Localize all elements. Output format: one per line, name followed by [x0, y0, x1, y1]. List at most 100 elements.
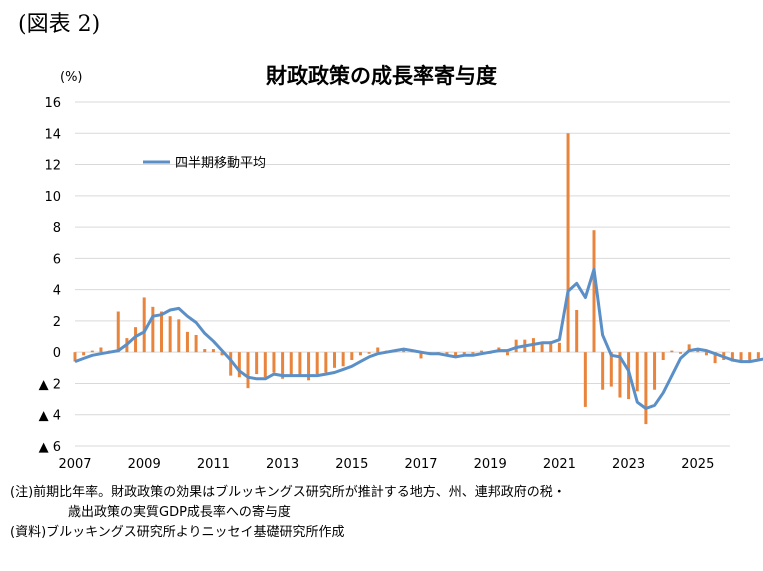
x-tick-label: 2017	[404, 457, 437, 472]
bar	[635, 352, 639, 392]
line-series	[74, 267, 763, 410]
x-tick-label: 2025	[681, 457, 714, 472]
chart-title: 財政政策の成長率寄与度	[266, 64, 497, 88]
bar	[168, 316, 172, 353]
bar	[376, 347, 380, 353]
bar	[350, 352, 354, 360]
bar	[358, 352, 362, 356]
bar	[324, 352, 328, 373]
bar	[653, 352, 657, 390]
y-axis-unit: (%)	[60, 70, 83, 85]
bar	[298, 352, 302, 376]
bar	[445, 352, 449, 356]
x-tick-label: 2021	[543, 457, 576, 472]
y-tick-labels: 16 14 12 10 8 6 4 2 0 ▲ 2 ▲ 4 ▲ 6	[39, 96, 61, 455]
bar	[341, 352, 345, 367]
bar	[99, 347, 103, 353]
bar	[454, 352, 458, 357]
x-tick-label: 2011	[197, 457, 230, 472]
bar	[272, 352, 276, 373]
legend-label: 四半期移動平均	[175, 156, 266, 171]
bar	[367, 352, 371, 354]
bar	[506, 352, 509, 356]
bar	[670, 350, 674, 353]
bar	[220, 352, 224, 356]
legend: 四半期移動平均	[143, 156, 266, 171]
bar	[419, 352, 423, 359]
bar	[704, 352, 708, 356]
bar	[713, 352, 717, 364]
bar	[237, 352, 241, 378]
bar	[73, 352, 77, 362]
y-tick-label: 14	[44, 127, 61, 142]
bar	[661, 352, 665, 360]
bar	[730, 352, 734, 362]
y-tick-label: 8	[53, 221, 61, 236]
bar	[583, 352, 587, 407]
grid-lines	[75, 101, 730, 447]
bar	[566, 133, 570, 353]
bar	[229, 352, 233, 376]
bar	[185, 331, 189, 353]
bar	[609, 352, 613, 387]
y-tick-label: ▲ 2	[39, 377, 61, 392]
bar	[142, 297, 146, 353]
bar	[255, 352, 259, 375]
bar	[514, 339, 518, 353]
y-tick-label: 12	[44, 159, 61, 174]
x-tick-label: 2009	[128, 457, 161, 472]
bar-series	[73, 133, 760, 425]
bar	[549, 341, 553, 353]
moving-average-line	[74, 267, 763, 410]
bar	[557, 342, 561, 353]
notes-block: (注)前期比年率。財政政策の効果はブルッキングス研究所が推計する地方、州、連邦政…	[10, 483, 566, 543]
bar	[575, 309, 579, 353]
bar	[592, 230, 596, 353]
bar	[618, 352, 622, 398]
bar	[471, 352, 475, 354]
x-tick-label: 2007	[58, 457, 91, 472]
bar	[307, 352, 311, 381]
x-tick-labels: 2007 2009 2011 2013 2015 2017 2019 2021 2023 2025	[58, 457, 714, 472]
y-tick-label: 6	[53, 252, 61, 267]
y-tick-label: 2	[53, 315, 61, 330]
bar	[748, 352, 752, 362]
x-tick-label: 2015	[335, 457, 368, 472]
bar	[540, 342, 544, 353]
bar	[679, 352, 682, 354]
figure-label: (図表 2)	[18, 12, 101, 37]
x-tick-label: 2023	[612, 457, 645, 472]
bar	[739, 352, 743, 362]
note-line-2: 歳出政策の実質GDP成長率への寄与度	[68, 505, 291, 520]
bar	[756, 352, 760, 359]
y-tick-label: ▲ 4	[39, 409, 61, 424]
bar	[177, 319, 181, 353]
bar	[281, 352, 285, 379]
bar	[289, 352, 293, 376]
bar	[601, 352, 605, 390]
y-tick-label: ▲ 6	[39, 440, 61, 455]
bar	[263, 352, 267, 378]
source-line: (資料)ブルッキングス研究所よりニッセイ基礎研究所作成	[10, 525, 345, 540]
x-tick-label: 2013	[266, 457, 299, 472]
bar	[644, 352, 648, 425]
y-tick-label: 4	[53, 284, 61, 299]
bar	[151, 306, 155, 353]
bar	[82, 352, 86, 356]
bar	[687, 344, 691, 353]
bar	[90, 350, 94, 353]
bar	[462, 352, 466, 356]
note-line-1: (注)前期比年率。財政政策の効果はブルッキングス研究所が推計する地方、州、連邦政…	[10, 485, 566, 500]
bar	[116, 311, 120, 353]
y-tick-label: 16	[44, 96, 61, 111]
y-tick-label: 0	[53, 346, 61, 361]
bar	[246, 352, 250, 389]
bar	[194, 334, 198, 353]
bar	[211, 349, 215, 353]
bar	[203, 349, 207, 353]
bar	[333, 352, 336, 368]
bar	[480, 350, 484, 353]
bar	[315, 352, 319, 375]
bar	[134, 327, 138, 353]
